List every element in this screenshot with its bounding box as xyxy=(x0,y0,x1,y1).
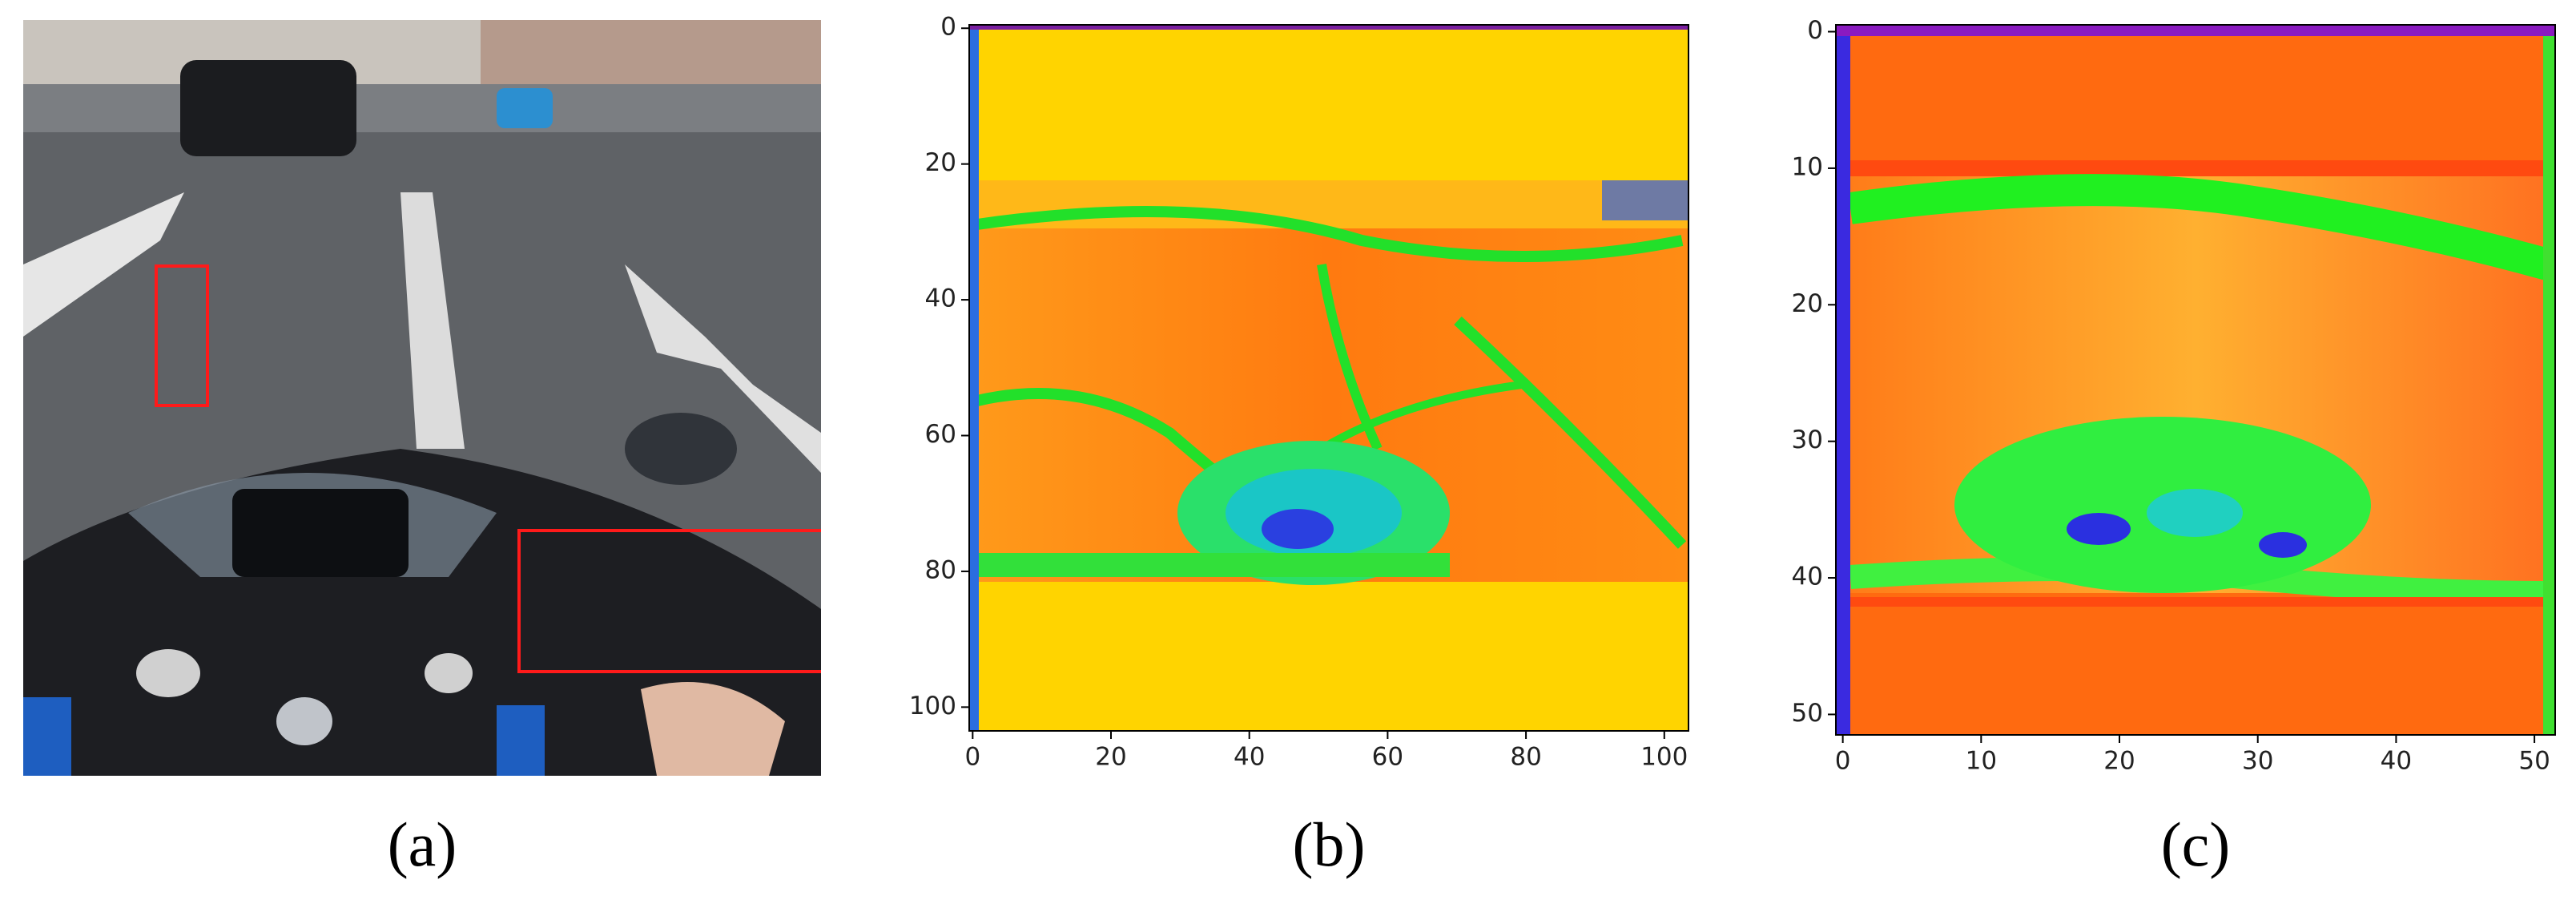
x-tick-label: 100 xyxy=(1640,743,1688,772)
x-tick-label: 80 xyxy=(1510,743,1541,772)
x-tick-label: 60 xyxy=(1372,743,1403,772)
y-tick-label: 50 xyxy=(1792,699,1823,728)
y-tick-label: 20 xyxy=(1792,289,1823,318)
x-tick-label: 20 xyxy=(2103,747,2135,776)
y-tick-label: 40 xyxy=(925,285,956,313)
y-tick-label: 0 xyxy=(940,13,956,42)
y-tick-label: 30 xyxy=(1792,426,1823,454)
y-tick-label: 40 xyxy=(1792,563,1823,591)
panel-caption: (a) xyxy=(388,809,457,879)
axes-frame xyxy=(1835,24,2556,736)
heatmap xyxy=(1836,25,2555,735)
y-tick-label: 20 xyxy=(925,148,956,177)
y-tick-label: 80 xyxy=(925,555,956,584)
y-tick-label: 0 xyxy=(1807,16,1823,45)
x-tick-label: 0 xyxy=(1835,747,1851,776)
y-tick-label: 10 xyxy=(1792,152,1823,181)
x-tick-label: 10 xyxy=(1966,747,1997,776)
y-tick-label: 100 xyxy=(909,692,956,720)
x-tick-label: 30 xyxy=(2242,747,2273,776)
x-tick-label: 20 xyxy=(1095,743,1126,772)
y-tick-label: 60 xyxy=(925,420,956,449)
x-tick-label: 0 xyxy=(964,743,980,772)
panel-caption: (b) xyxy=(1293,809,1366,879)
axes-frame xyxy=(968,24,1689,732)
x-tick-label: 50 xyxy=(2518,747,2550,776)
x-tick-label: 40 xyxy=(2381,747,2412,776)
panel-caption: (c) xyxy=(2161,809,2231,879)
heatmap xyxy=(969,25,1688,731)
x-tick-label: 40 xyxy=(1234,743,1265,772)
photo xyxy=(23,20,821,776)
